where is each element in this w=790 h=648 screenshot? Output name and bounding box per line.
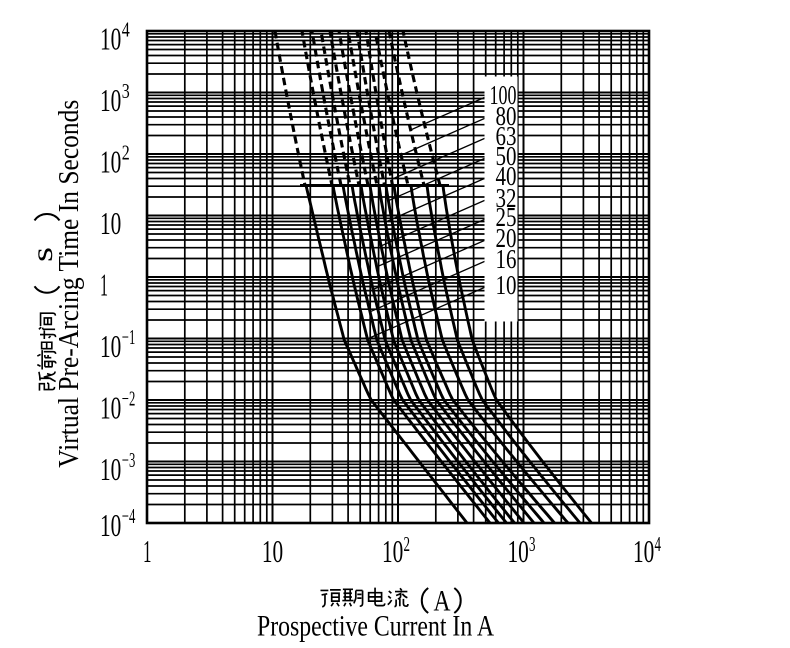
svg-text:Prospective Current In A: Prospective Current In A xyxy=(257,610,494,643)
svg-text:100: 100 xyxy=(490,80,517,110)
svg-text:32: 32 xyxy=(496,183,517,213)
svg-text:25: 25 xyxy=(496,202,517,232)
svg-text:10: 10 xyxy=(496,270,517,300)
svg-text:16: 16 xyxy=(496,244,517,274)
svg-text:Virtual Pre-Arcing Time In Sec: Virtual Pre-Arcing Time In Seconds xyxy=(54,100,85,468)
svg-text:10: 10 xyxy=(100,452,121,487)
svg-text:80: 80 xyxy=(496,101,517,131)
svg-text:20: 20 xyxy=(496,223,517,253)
svg-text:s: s xyxy=(26,247,59,262)
svg-text:10: 10 xyxy=(100,206,121,241)
svg-text:10: 10 xyxy=(633,533,654,569)
svg-text:−4: −4 xyxy=(122,504,136,528)
svg-text:4: 4 xyxy=(122,18,130,42)
svg-text:3: 3 xyxy=(529,532,536,556)
svg-text:10: 10 xyxy=(100,390,121,425)
svg-text:63: 63 xyxy=(496,121,517,151)
svg-text:10: 10 xyxy=(100,83,121,118)
svg-text:A: A xyxy=(434,585,451,618)
svg-text:10: 10 xyxy=(262,533,283,569)
svg-text:10: 10 xyxy=(100,508,121,543)
svg-text:1: 1 xyxy=(100,267,108,302)
svg-text:−3: −3 xyxy=(122,448,136,472)
svg-text:1: 1 xyxy=(143,533,152,569)
svg-text:40: 40 xyxy=(496,161,517,191)
svg-text:10: 10 xyxy=(100,144,121,179)
svg-text:10: 10 xyxy=(382,533,403,569)
svg-text:−1: −1 xyxy=(122,325,136,349)
svg-text:10: 10 xyxy=(100,21,121,56)
svg-text:3: 3 xyxy=(122,79,130,103)
svg-text:50: 50 xyxy=(496,141,517,171)
svg-text:10: 10 xyxy=(100,329,121,364)
svg-text:2: 2 xyxy=(404,532,411,556)
svg-text:4: 4 xyxy=(655,532,662,556)
svg-text:−2: −2 xyxy=(122,387,136,411)
svg-text:10: 10 xyxy=(508,533,529,569)
svg-text:2: 2 xyxy=(122,141,130,165)
